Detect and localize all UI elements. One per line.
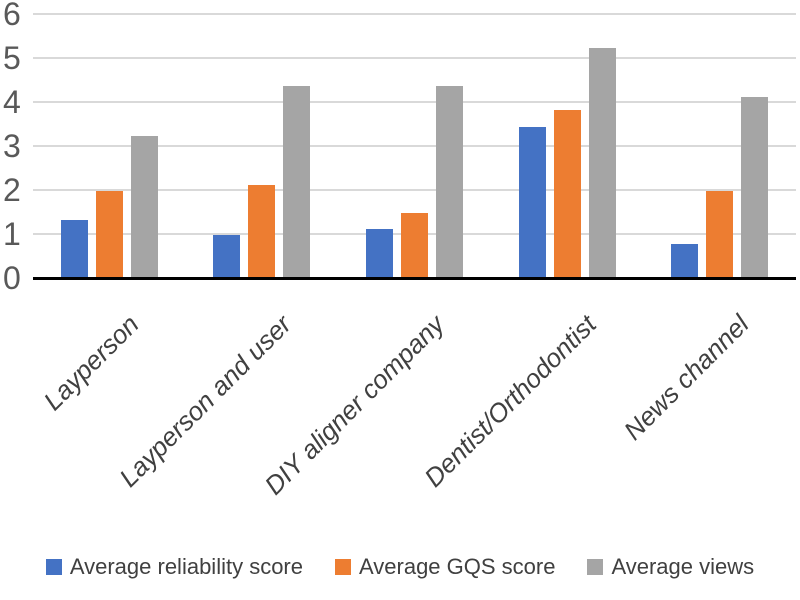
legend-label: Average GQS score [359, 554, 556, 579]
x-axis-labels: Layperson Layperson and user DIY aligner c… [33, 283, 796, 518]
x-label-col-diy-aligner-company: DIY aligner company [258, 283, 491, 518]
bar-group-dentist-orthodontist [491, 13, 644, 277]
bar-average-gqs-score-news-channel [706, 191, 734, 277]
y-tick-label-1: 1 [3, 216, 21, 252]
bar-average-views-layperson-and-user [283, 85, 311, 277]
legend-item-average-reliability-score: Average reliability score [45, 554, 303, 580]
bar-average-reliability-score-layperson-and-user [213, 235, 241, 277]
bars-row [33, 13, 796, 277]
legend-label: Average views [611, 554, 755, 579]
y-tick-label-2: 2 [3, 172, 21, 208]
legend-item-average-gqs-score: Average GQS score [335, 554, 555, 580]
bar-average-gqs-score-layperson-and-user [248, 184, 276, 277]
bar-group-news-channel [643, 13, 796, 277]
gridline-2 [33, 189, 796, 191]
legend-swatch-icon [587, 559, 604, 575]
x-label-col-layperson: Layperson [33, 283, 186, 518]
bar-average-views-dentist-orthodontist [588, 48, 616, 277]
bar-average-views-news-channel [741, 96, 769, 277]
legend-label: Average reliability score [69, 554, 303, 579]
bar-average-reliability-score-news-channel [671, 244, 699, 277]
y-tick-label-4: 4 [3, 84, 21, 120]
gridline-3 [33, 145, 796, 147]
bar-average-reliability-score-diy-aligner-company [365, 228, 393, 277]
bar-group-diy-aligner-company [338, 13, 491, 277]
gridline-6 [33, 13, 796, 15]
x-label-col-dentist-orthodontist: Dentist/Orthodontist [419, 283, 644, 518]
bar-average-gqs-score-dentist-orthodontist [553, 109, 581, 277]
y-tick-label-0: 0 [3, 260, 21, 296]
bar-average-gqs-score-diy-aligner-company [400, 213, 428, 277]
legend-swatch-icon [45, 559, 62, 575]
y-axis: 0 1 2 3 4 5 6 [0, 0, 33, 294]
legend-item-average-views: Average views [587, 554, 754, 580]
bar-average-reliability-score-layperson [60, 219, 88, 277]
bar-average-views-diy-aligner-company [435, 85, 463, 277]
y-tick-label-3: 3 [3, 128, 21, 164]
x-label-col-news-channel: News channel [618, 283, 796, 518]
x-axis-label-layperson: Layperson [37, 309, 145, 417]
bar-average-gqs-score-layperson [95, 191, 123, 277]
bar-group-layperson-and-user [186, 13, 339, 277]
y-tick-label-6: 6 [3, 0, 21, 32]
bar-average-reliability-score-dentist-orthodontist [518, 127, 546, 277]
gridline-4 [33, 101, 796, 103]
legend-swatch-icon [335, 559, 351, 575]
plot-wrap: 0 1 2 3 4 5 6 [0, 0, 796, 294]
y-tick-label-5: 5 [3, 40, 21, 76]
gridline-5 [33, 57, 796, 59]
legend: Average reliability score Average GQS sco… [0, 554, 800, 580]
bar-group-layperson [33, 13, 186, 277]
plot-area [33, 13, 796, 280]
bar-average-views-layperson [130, 136, 158, 277]
